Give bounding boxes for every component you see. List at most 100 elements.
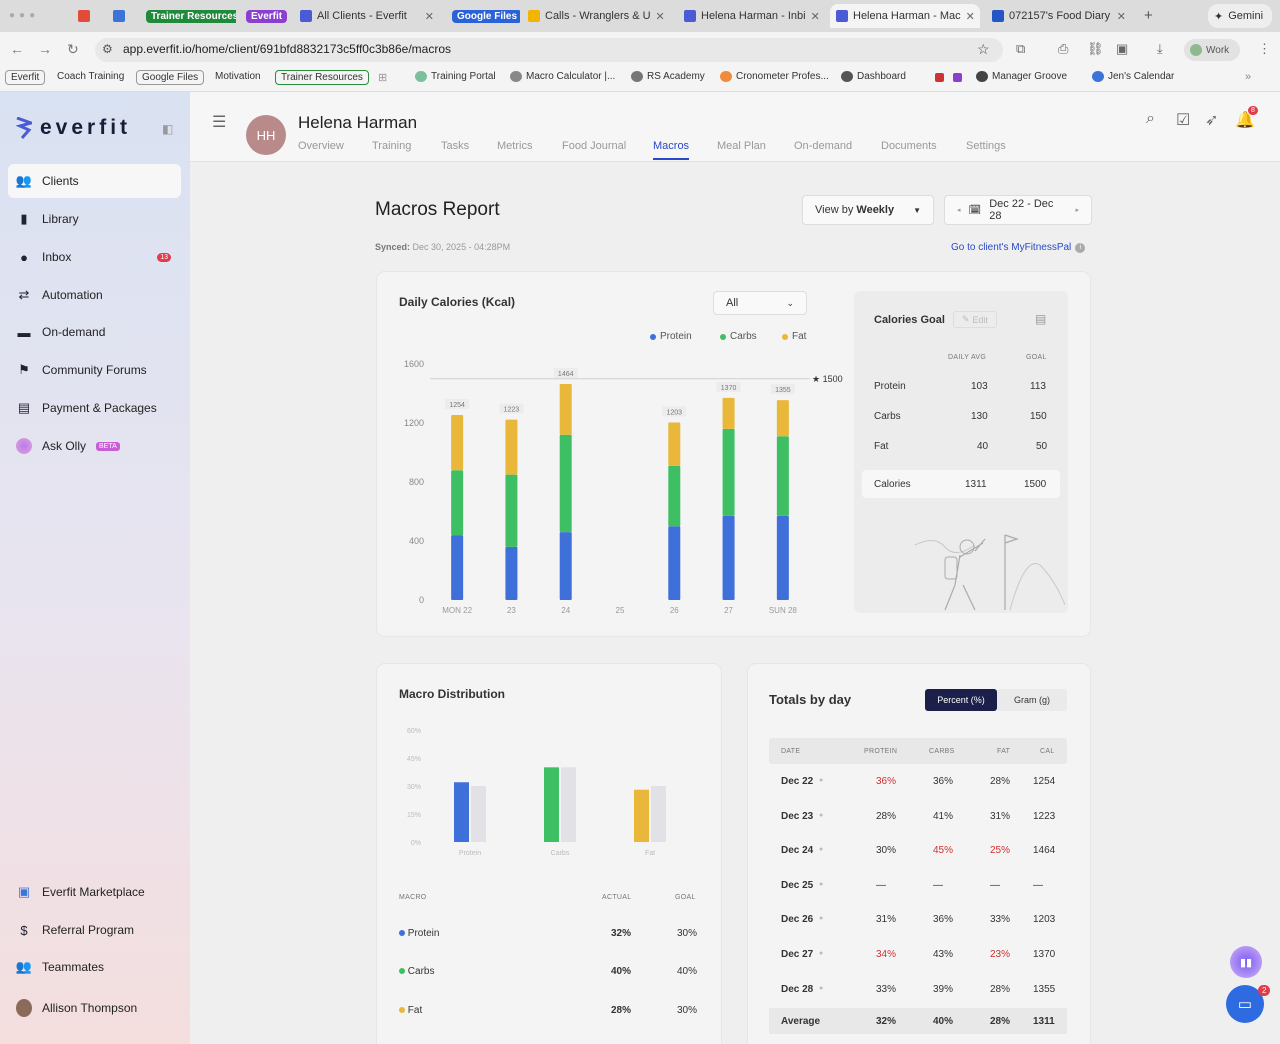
bar-protein[interactable] xyxy=(559,532,572,600)
tab-metrics[interactable]: Metrics xyxy=(497,140,533,152)
olly-assistant-button[interactable]: ▮▮ xyxy=(1230,946,1262,978)
bookmark-trainer-resources[interactable]: Trainer Resources xyxy=(275,70,369,85)
tab-on-demand[interactable]: On-demand xyxy=(794,140,853,152)
gemini-button[interactable]: ✦ Gemini xyxy=(1208,4,1272,28)
bar-carbs[interactable] xyxy=(451,470,464,536)
gmail-icon[interactable] xyxy=(78,10,90,22)
view-by-dropdown[interactable]: View by Weekly ▼ xyxy=(802,195,934,225)
extensions-icon[interactable]: ⧉ xyxy=(1016,41,1026,56)
tab-settings[interactable]: Settings xyxy=(966,140,1006,152)
bookmark-jens-calendar[interactable]: Jen's Calendar xyxy=(1092,71,1174,82)
bar-fat[interactable] xyxy=(668,422,681,466)
bookmark-everfit[interactable]: Everfit xyxy=(5,70,46,85)
sidebar-item-automation[interactable]: ⇄ Automation xyxy=(8,278,181,312)
chat-button[interactable]: ▭ xyxy=(1226,985,1264,1023)
bar-goal[interactable] xyxy=(471,786,486,842)
bookmark-training-portal[interactable]: Training Portal xyxy=(415,71,496,82)
calendar-icon[interactable] xyxy=(113,10,125,22)
apps-icon[interactable]: ⊞ xyxy=(378,72,388,84)
link-icon[interactable]: ⛓ xyxy=(1087,41,1104,56)
more-bookmarks-icon[interactable]: » xyxy=(1245,71,1252,83)
bar-goal[interactable] xyxy=(561,767,576,842)
sidebar-item-teammates[interactable]: 👥 Teammates xyxy=(15,959,105,974)
url-bar[interactable]: app.everfit.io/home/client/691bfd8832173… xyxy=(95,38,1003,62)
bar-protein[interactable] xyxy=(505,546,518,600)
back-icon[interactable]: ← xyxy=(10,41,24,57)
sidebar-item-library[interactable]: ▮ Library xyxy=(8,202,181,236)
bookmark-dashboard[interactable]: Dashboard xyxy=(841,71,906,82)
tab-food-diary[interactable]: 072157's Food Diary ✕ xyxy=(986,4,1132,28)
sidebar-item-clients[interactable]: 👥 Clients xyxy=(8,164,181,198)
tab-calls-wranglers[interactable]: Calls - Wranglers & U ✕ xyxy=(522,4,668,28)
bar-carbs[interactable] xyxy=(776,436,789,516)
profile-button[interactable]: Work xyxy=(1184,39,1240,61)
close-icon[interactable]: ✕ xyxy=(424,10,434,23)
bar-carbs[interactable] xyxy=(668,465,681,527)
tab-helena-macros[interactable]: Helena Harman - Mac ✕ xyxy=(830,4,980,28)
tab-food-journal[interactable]: Food Journal xyxy=(562,140,627,152)
client-name[interactable]: Helena Harman xyxy=(298,113,418,132)
new-tab-icon[interactable]: + xyxy=(1144,7,1153,24)
close-icon[interactable]: ✕ xyxy=(1116,10,1126,23)
bar-carbs[interactable] xyxy=(559,434,572,533)
reload-icon[interactable]: ↻ xyxy=(67,41,79,57)
bar-carbs[interactable] xyxy=(505,474,518,547)
forward-icon[interactable]: → xyxy=(38,41,52,57)
download-icon[interactable]: ⤓ xyxy=(1157,41,1163,56)
sidebar-item-referral[interactable]: $ Referral Program xyxy=(8,913,181,947)
macro-filter-dropdown[interactable]: All ⌄ xyxy=(713,291,807,315)
rocket-icon[interactable]: ➶ xyxy=(1205,112,1219,129)
bar-fat[interactable] xyxy=(505,419,518,475)
tab-all-clients[interactable]: All Clients - Everfit ✕ xyxy=(294,4,440,28)
site-settings-icon[interactable]: ⚙ xyxy=(102,42,113,56)
menu-icon[interactable]: ⋮ xyxy=(1258,41,1271,56)
bar-protein[interactable] xyxy=(776,515,789,600)
gram-toggle[interactable]: Gram (g) xyxy=(997,689,1067,711)
bookmark-icon-purple[interactable] xyxy=(953,73,962,82)
bar-actual[interactable] xyxy=(544,767,559,842)
sidebar-item-community-forums[interactable]: ⚑ Community Forums xyxy=(8,353,181,387)
date-range-picker[interactable]: ◂ 🗓 Dec 22 - Dec 28 ▸ xyxy=(944,195,1092,225)
bar-actual[interactable] xyxy=(454,782,469,842)
sidebar-item-user-profile[interactable]: Allison Thompson xyxy=(8,991,181,1025)
tab-group-trainer-resources[interactable]: Trainer Resources xyxy=(140,4,236,28)
sidebar-item-marketplace[interactable]: ▣ Everfit Marketplace xyxy=(17,884,145,899)
tab-overview[interactable]: Overview xyxy=(298,140,344,152)
bookmark-google-files[interactable]: Google Files xyxy=(136,70,205,85)
tab-training[interactable]: Training xyxy=(372,140,412,152)
bar-fat[interactable] xyxy=(559,384,572,435)
myfitnesspal-link[interactable]: Go to client's MyFitnessPal i xyxy=(951,242,1086,253)
search-icon[interactable]: ⌕ xyxy=(1146,110,1155,127)
chevron-right-icon[interactable]: ▸ xyxy=(1075,207,1079,214)
bar-protein[interactable] xyxy=(451,535,464,600)
sidebar-item-inbox[interactable]: ● Inbox 13 xyxy=(8,240,181,274)
chevron-left-icon[interactable]: ◂ xyxy=(957,207,961,214)
task-check-icon[interactable]: ☑ xyxy=(1176,112,1191,129)
tab-helena-inbox[interactable]: Helena Harman - Inbi ✕ xyxy=(678,4,824,28)
bookmark-star-icon[interactable]: ☆ xyxy=(977,41,990,57)
document-icon[interactable]: ▤ xyxy=(1035,312,1047,326)
hamburger-icon[interactable]: ☰ xyxy=(212,114,227,131)
close-icon[interactable]: ✕ xyxy=(965,10,975,23)
bar-goal[interactable] xyxy=(651,786,666,842)
bookmark-macro-calculator[interactable]: Macro Calculator |... xyxy=(510,71,615,82)
bar-carbs[interactable] xyxy=(722,428,735,516)
tab-group-google-files[interactable]: Google Files xyxy=(446,4,520,28)
sidebar-item-on-demand[interactable]: ▬ On-demand xyxy=(17,324,106,340)
bookmark-rs-academy[interactable]: RS Academy xyxy=(631,71,705,82)
bookmark-icon-red[interactable] xyxy=(935,73,944,82)
bar-actual[interactable] xyxy=(634,789,649,842)
sidepanel-icon[interactable]: ▣ xyxy=(1116,41,1129,56)
bar-fat[interactable] xyxy=(451,415,464,471)
collapse-sidebar-icon[interactable]: ◧ xyxy=(162,122,174,136)
tab-documents[interactable]: Documents xyxy=(881,140,937,152)
sidebar-item-ask-olly[interactable]: Ask Olly BETA xyxy=(8,429,181,463)
bar-protein[interactable] xyxy=(668,526,681,600)
tab-group-everfit[interactable]: Everfit xyxy=(240,4,290,28)
bookmark-motivation[interactable]: Motivation xyxy=(215,71,261,82)
print-icon[interactable]: ⎙ xyxy=(1058,41,1069,56)
bookmark-cronometer[interactable]: Cronometer Profes... xyxy=(720,71,829,82)
everfit-logo[interactable]: everfit xyxy=(16,116,131,140)
window-controls[interactable]: ●●● xyxy=(9,10,40,21)
percent-toggle[interactable]: Percent (%) xyxy=(925,689,997,711)
